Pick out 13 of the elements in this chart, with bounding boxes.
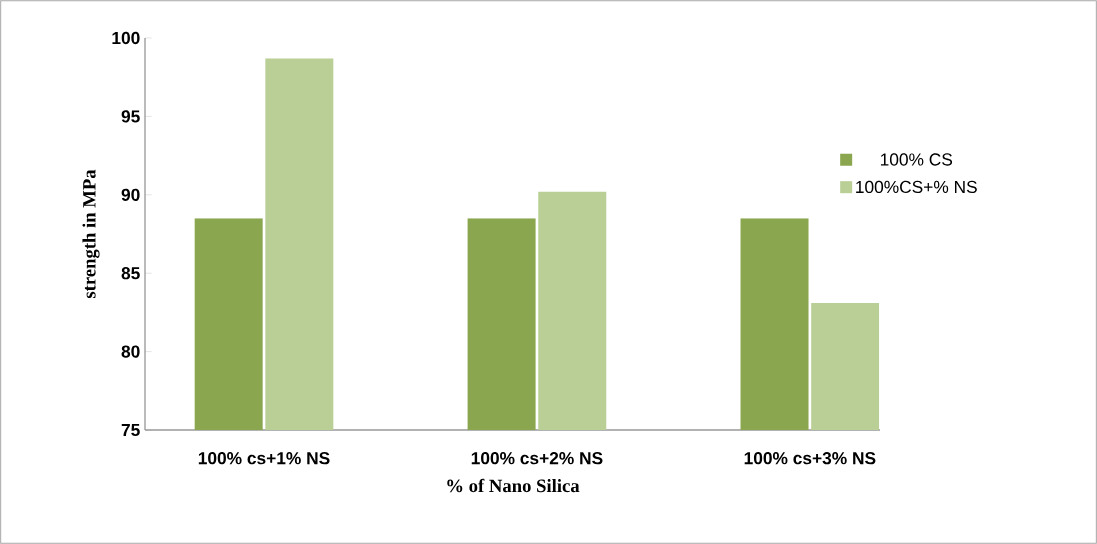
x-tick-label: 100% cs+3% NS — [744, 452, 876, 465]
x-tick-label: 100% cs+1% NS — [198, 452, 330, 465]
x-axis-title: % of Nano Silica — [447, 478, 580, 493]
y-tick-label: 95 — [121, 110, 140, 123]
y-tick-label: 90 — [121, 188, 140, 201]
legend-label: 100%CS+% NS — [856, 180, 977, 194]
y-tick-label: 75 — [121, 423, 140, 437]
y-axis-title: strength in MPa — [82, 169, 100, 299]
legend-label: 100% CS — [880, 153, 953, 166]
y-tick-label: 80 — [121, 345, 140, 358]
x-tick-label: 100% cs+2% NS — [471, 452, 603, 465]
y-tick-label: 85 — [121, 267, 140, 280]
y-tick-label: 100 — [112, 31, 140, 45]
